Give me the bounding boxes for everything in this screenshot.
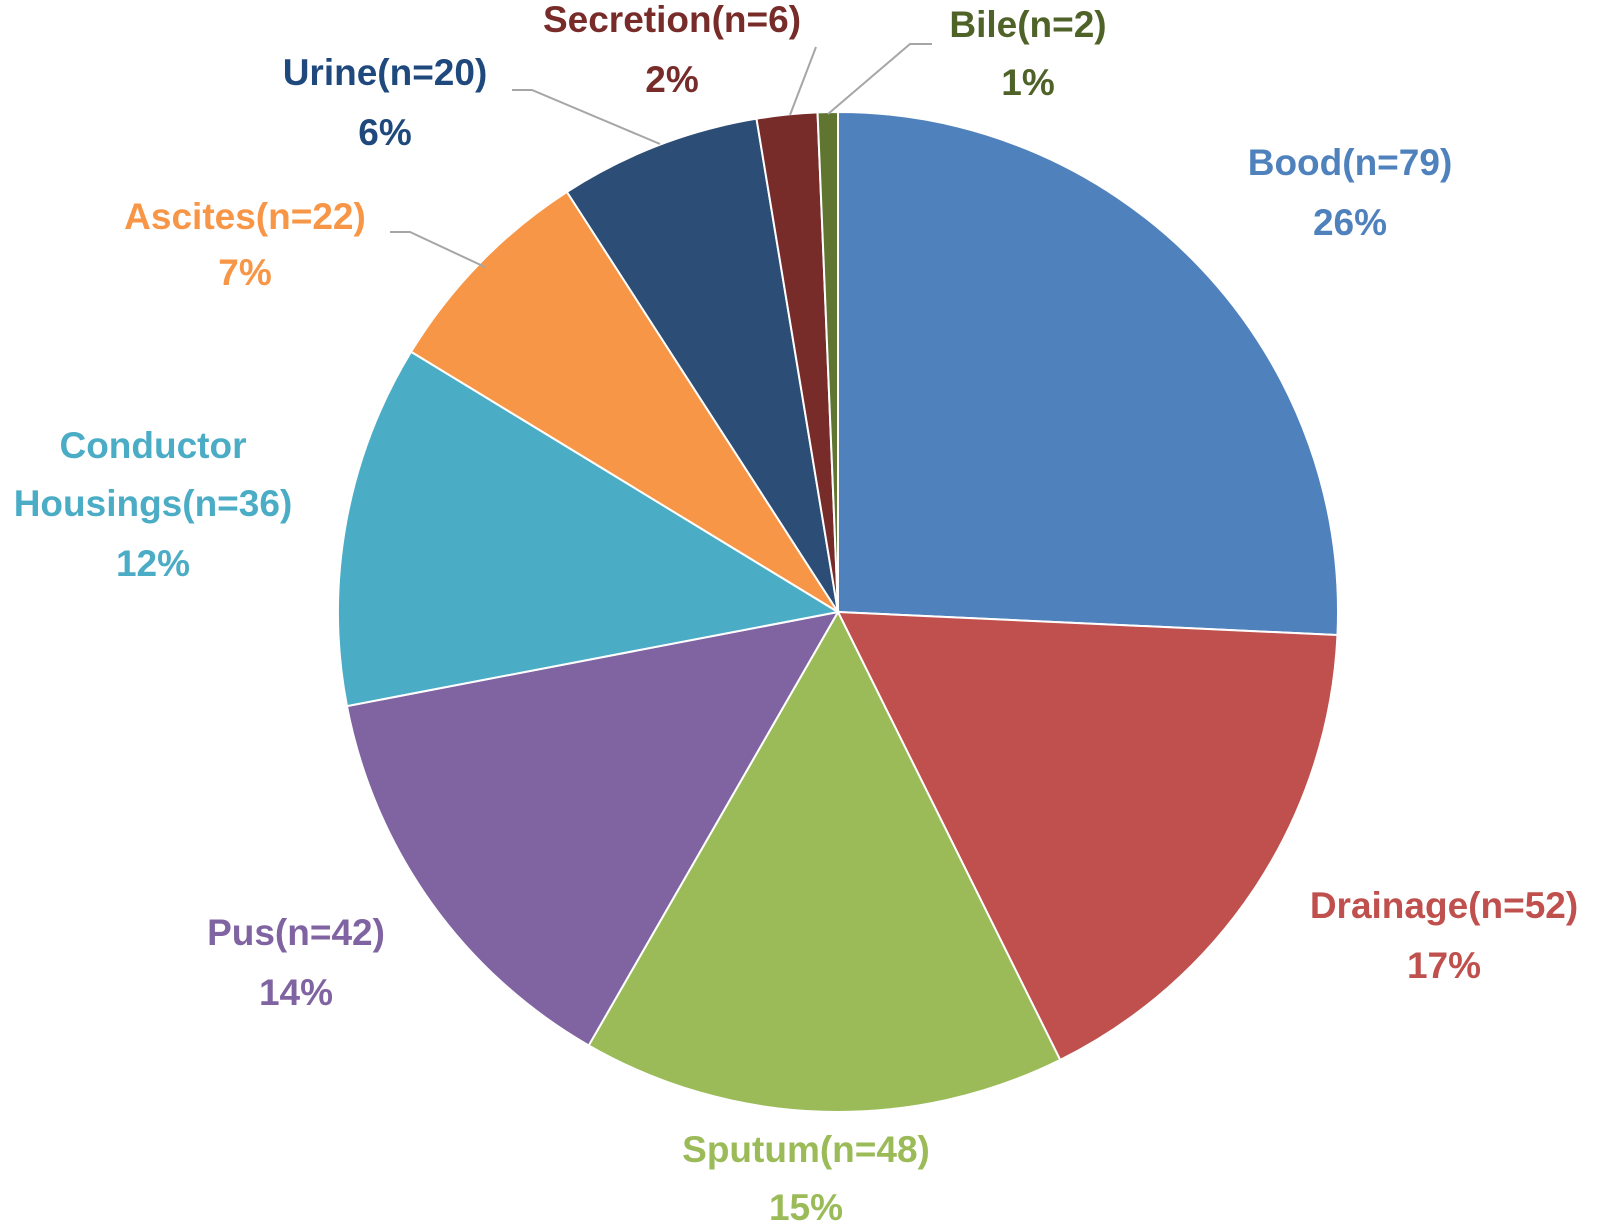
labels-layer: Bood(n=79) 26% Drainage(n=52) 17% Sputum(n=4…	[14, 0, 1578, 1227]
data-label-pus: Pus(n=42) 14%	[207, 912, 385, 1013]
percent-label: 17%	[1407, 945, 1481, 986]
category-label: Pus(n=42)	[207, 912, 385, 953]
data-label-ascites: Ascites(n=22) 7%	[124, 196, 366, 293]
category-label: Bood(n=79)	[1248, 142, 1453, 183]
pie-slice-bood	[837, 110, 1339, 637]
percent-label: 1%	[1001, 62, 1054, 103]
data-label-secretion: Secretion(n=6) 2%	[543, 0, 801, 100]
pie-slice-sputum	[587, 609, 1062, 1113]
pie-slice-pus	[345, 610, 840, 1047]
percent-label: 12%	[116, 543, 190, 584]
leader-line-bile	[827, 43, 932, 115]
percent-label: 15%	[769, 1187, 843, 1227]
leader-line-ascites	[390, 231, 486, 268]
category-label: Conductor	[59, 425, 246, 466]
leader-line-urine	[512, 89, 661, 145]
category-label: Ascites(n=22)	[124, 196, 366, 237]
leader-line-secretion	[789, 46, 817, 116]
percent-label: 6%	[358, 112, 411, 153]
leader-lines-layer	[390, 43, 932, 268]
pie-slice-ascites	[409, 190, 839, 613]
category-label: Secretion(n=6)	[543, 0, 801, 40]
category-label: Sputum(n=48)	[682, 1129, 930, 1170]
category-label: Drainage(n=52)	[1310, 885, 1578, 926]
percent-label: 2%	[645, 59, 698, 100]
data-label-sputum: Sputum(n=48) 15%	[682, 1129, 930, 1227]
pie-slice-urine	[565, 117, 839, 613]
data-label-drainage: Drainage(n=52) 17%	[1310, 885, 1578, 986]
percent-label: 7%	[218, 252, 271, 293]
percent-label: 26%	[1313, 202, 1387, 243]
slices-layer	[337, 110, 1339, 1113]
percent-label: 14%	[259, 972, 333, 1013]
data-label-bile: Bile(n=2) 1%	[949, 4, 1106, 103]
data-label-bood: Bood(n=79) 26%	[1248, 142, 1453, 243]
category-label: Bile(n=2)	[949, 4, 1106, 45]
pie-slice-bile	[816, 110, 839, 613]
pie-slice-conductor-housings	[337, 350, 841, 708]
data-label-urine: Urine(n=20) 6%	[283, 52, 488, 153]
category-label: Housings(n=36)	[14, 483, 293, 524]
category-label: Urine(n=20)	[283, 52, 488, 93]
data-label-conductor-housings: Conductor Housings(n=36) 12%	[14, 425, 293, 584]
pie-slice-drainage	[836, 610, 1339, 1062]
